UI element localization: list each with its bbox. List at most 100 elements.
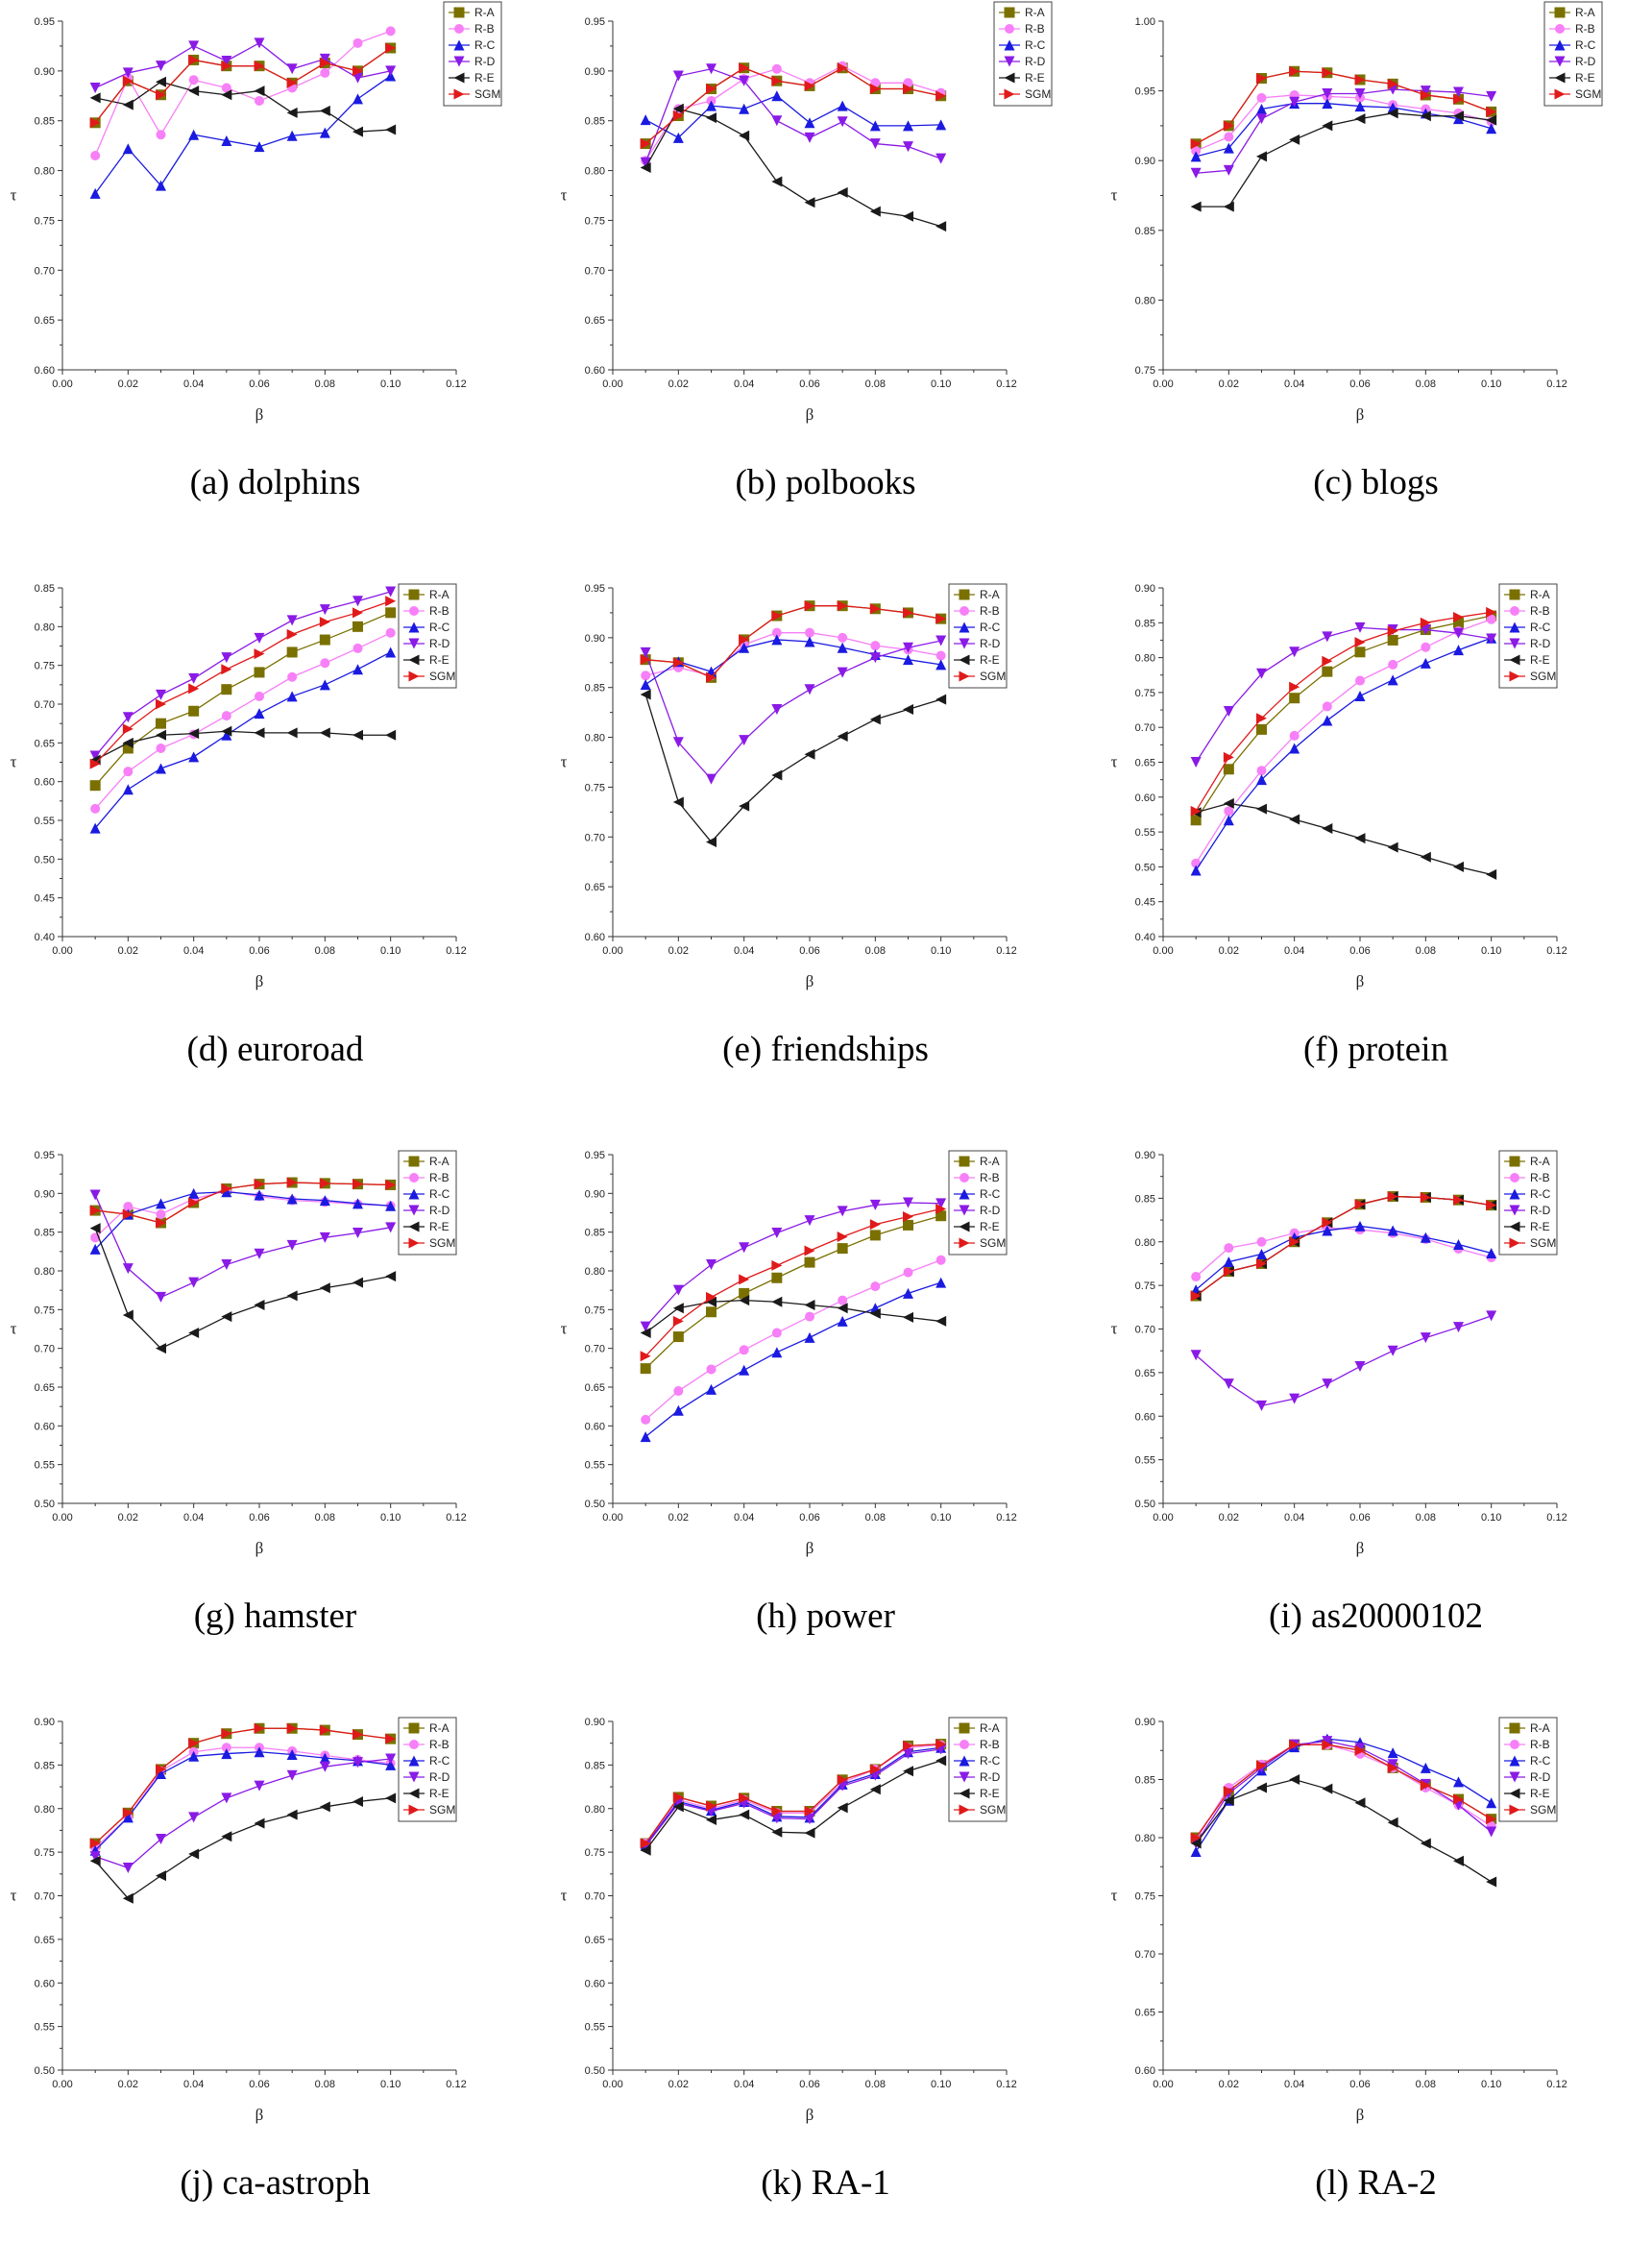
y-tick-label: 0.40 [1135, 932, 1155, 943]
y-tick-label: 0.95 [585, 583, 605, 595]
data-point-SGM [188, 54, 200, 65]
data-point-R-C [1387, 1747, 1398, 1759]
data-point-R-D [903, 642, 913, 653]
data-point-R-D [221, 1259, 232, 1271]
x-tick-label: 0.06 [799, 1512, 819, 1524]
data-point-R-D [254, 1248, 265, 1259]
series-R-D [1190, 622, 1497, 768]
y-tick-label: 0.70 [1135, 1325, 1155, 1336]
series-line-SGM [95, 1182, 391, 1224]
data-point-R-D [869, 1199, 881, 1210]
data-point-R-E [935, 694, 947, 705]
data-point-SGM [640, 654, 651, 666]
data-point-SGM [122, 1208, 134, 1220]
legend-label-R-B: R-B [1530, 1171, 1550, 1184]
data-point-SGM [1453, 1793, 1464, 1805]
data-point-SGM [869, 603, 881, 615]
series-line-R-A [645, 605, 941, 679]
legend-label-R-A: R-A [429, 1721, 449, 1735]
x-tick-label: 0.12 [996, 945, 1016, 957]
legend-marker-R-B [1510, 1740, 1519, 1749]
data-point-R-E [89, 1223, 101, 1234]
caption-as20000102: (i) as20000102 [1269, 1597, 1483, 1636]
x-tick-label: 0.02 [668, 378, 689, 390]
data-point-R-E [706, 1296, 717, 1307]
data-point-R-C [903, 1287, 913, 1299]
data-point-R-A [640, 1363, 651, 1375]
y-tick-label: 0.55 [1135, 827, 1155, 839]
data-point-R-C [221, 134, 232, 146]
x-tick-label: 0.10 [380, 378, 401, 390]
chart-blogs: 0.00 0.02 0.04 0.06 0.08 0.10 0.12 0.75 0.80 0.85… [1111, 1, 1603, 424]
legend-label-R-C: R-C [429, 1754, 450, 1768]
caption-dolphins: (a) dolphins [189, 463, 361, 502]
y-tick-label: 0.50 [35, 1499, 55, 1510]
series-R-B [1191, 614, 1496, 868]
data-point-R-B [156, 1209, 166, 1220]
data-point-R-D [706, 63, 717, 75]
data-point-R-C [221, 1748, 232, 1760]
series-line-R-D [644, 1748, 941, 1847]
x-axis-label: β [255, 1539, 264, 1557]
x-tick-label: 0.00 [1153, 2079, 1173, 2090]
legend-label-R-C: R-C [429, 1187, 450, 1201]
series-R-E [89, 76, 397, 137]
x-tick-label: 0.12 [996, 1512, 1016, 1524]
data-point-R-D [1322, 1736, 1333, 1747]
legend-label-R-C: R-C [429, 621, 450, 634]
y-tick-label: 0.75 [1135, 688, 1155, 699]
data-point-R-A [385, 607, 397, 619]
y-tick-label: 0.85 [1135, 618, 1155, 629]
data-point-SGM [804, 80, 815, 91]
data-point-R-A [319, 634, 330, 646]
data-point-R-D [1322, 88, 1333, 100]
legend-label-R-D: R-D [474, 55, 496, 68]
data-point-R-D [935, 635, 947, 646]
data-point-SGM [122, 723, 134, 735]
series-line-R-B [94, 1190, 391, 1238]
legend-label-R-A: R-A [980, 588, 1000, 601]
data-point-R-D [771, 1227, 783, 1238]
y-tick-label: 0.60 [1135, 2065, 1155, 2077]
series-R-A [1190, 610, 1497, 826]
x-tick-label: 0.12 [1546, 378, 1567, 390]
data-point-SGM [352, 1179, 363, 1190]
data-point-R-E [837, 186, 848, 198]
series-line-R-B [1195, 94, 1492, 152]
data-point-SGM [869, 1764, 881, 1775]
y-tick-label: 0.55 [1135, 1455, 1155, 1467]
data-point-R-B [1322, 701, 1332, 712]
data-point-R-E [221, 89, 232, 101]
data-point-SGM [739, 1274, 750, 1285]
series-line-SGM [1195, 70, 1492, 145]
data-point-R-D [1354, 622, 1366, 633]
data-point-R-D [122, 712, 134, 723]
data-point-R-C [1190, 1846, 1202, 1858]
data-point-R-A [156, 718, 166, 729]
series-line-R-A [94, 1727, 391, 1844]
legend-marker-R-B [1510, 606, 1519, 616]
data-point-R-D [1486, 90, 1497, 102]
y-tick-label: 0.85 [1135, 1193, 1155, 1205]
x-tick-label: 0.04 [183, 378, 204, 390]
series-R-C [89, 646, 397, 834]
data-point-R-C [1354, 1220, 1366, 1232]
series-line-R-E [1195, 1778, 1493, 1883]
data-point-R-B [1256, 1236, 1267, 1247]
legend-label-SGM: SGM [429, 1803, 455, 1817]
data-point-R-D [188, 1277, 200, 1288]
data-point-R-D [1420, 1332, 1431, 1344]
data-point-SGM [1420, 1780, 1431, 1792]
data-point-R-E [156, 1870, 166, 1882]
legend-marker-SGM [959, 671, 970, 682]
series-line-R-D [94, 42, 391, 89]
series-R-C [640, 90, 947, 143]
data-point-R-E [352, 729, 363, 741]
y-tick-label: 0.75 [35, 215, 55, 227]
data-point-R-C [1486, 1248, 1497, 1259]
series-SGM [89, 1177, 397, 1229]
x-axis-label: β [1356, 972, 1365, 990]
legend-marker-R-C [453, 39, 465, 51]
data-point-R-E [672, 1801, 684, 1813]
x-tick-label: 0.00 [52, 378, 72, 390]
